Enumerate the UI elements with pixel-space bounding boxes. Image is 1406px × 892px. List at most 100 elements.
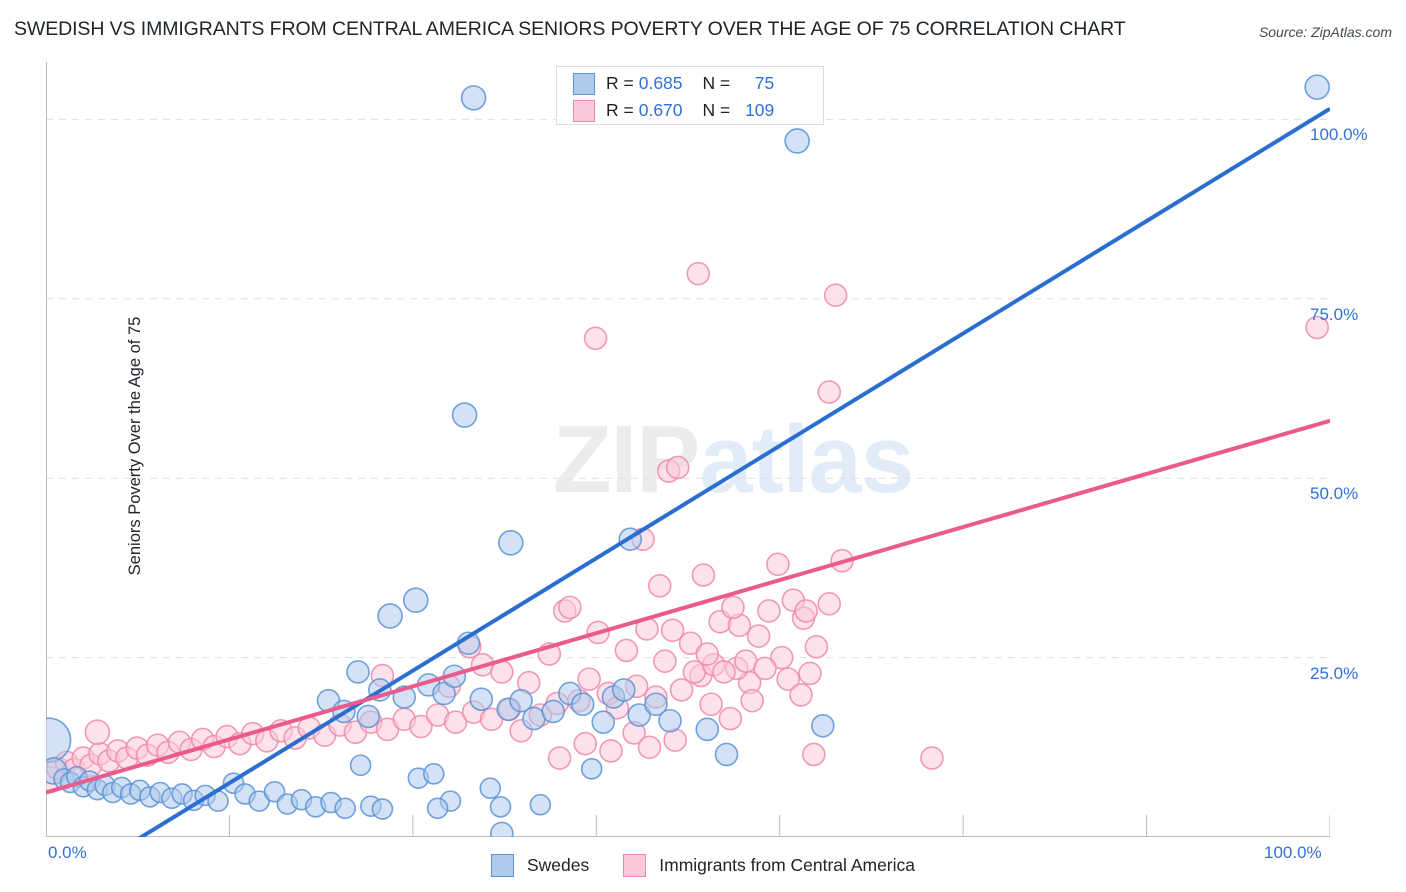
scatter-point: [611, 678, 636, 702]
scatter-point: [599, 739, 623, 763]
legend-swatch-pink-icon: [623, 853, 647, 877]
scatter-point: [647, 574, 672, 598]
trendline-immigrants: [46, 418, 1330, 795]
stats-n-label-2: N =: [702, 100, 731, 120]
scatter-point: [695, 717, 720, 742]
legend-label-swedes: Swedes: [526, 854, 590, 875]
scatter-point: [653, 649, 677, 673]
scatter-point: [334, 797, 356, 820]
scatter-point: [804, 635, 829, 659]
scatter-point: [691, 563, 716, 587]
y-tick-label: 75.0%: [1310, 304, 1359, 324]
scatter-point: [776, 667, 800, 691]
scatter-point: [479, 777, 502, 800]
scatter-point: [541, 699, 565, 724]
scatter-point: [678, 631, 703, 656]
scatter-point: [509, 688, 533, 713]
scatter-point: [699, 692, 723, 717]
scatter-point: [443, 710, 468, 734]
legend-label-immigrants: Immigrants from Central America: [659, 854, 916, 875]
page-title: SWEDISH VS IMMIGRANTS FROM CENTRAL AMERI…: [14, 18, 1126, 40]
scatter-point: [817, 380, 842, 404]
scatter-point: [498, 529, 524, 556]
scatter-point: [644, 692, 668, 717]
scatter-point: [451, 402, 478, 428]
scatter-point: [811, 713, 835, 738]
scatter-point: [529, 793, 552, 816]
y-tick-label: 50.0%: [1310, 484, 1359, 504]
scatter-point: [614, 638, 639, 663]
series-points-swedes: [46, 74, 1330, 837]
stats-n-value-2: 109: [745, 100, 775, 120]
scatter-point: [460, 85, 487, 111]
swatch-blue-icon: [573, 72, 595, 95]
legend-item-swedes[interactable]: Swedes: [490, 853, 590, 877]
stats-n-label-1: N =: [702, 73, 731, 93]
scatter-point: [570, 692, 595, 717]
scatter-point: [769, 645, 794, 670]
scatter-point: [712, 660, 736, 684]
plot-area: [46, 62, 1330, 837]
scatter-point: [409, 714, 433, 739]
scatter-point: [753, 656, 777, 681]
scatter-point: [402, 587, 429, 613]
scatter-point: [789, 683, 813, 707]
scatter-point: [817, 591, 842, 616]
scatter-point: [573, 731, 598, 756]
x-tick-label-min: 0.0%: [48, 843, 87, 862]
scatter-point: [577, 667, 601, 691]
scatter-point: [665, 455, 690, 480]
scatter-point: [490, 821, 514, 837]
series-legend: Swedes Immigrants from Central America: [0, 845, 1406, 885]
scatter-point: [695, 642, 720, 666]
scatter-point: [746, 624, 771, 648]
scatter-svg: [46, 62, 1330, 837]
scatter-point: [356, 704, 381, 729]
scatter-point: [718, 706, 743, 731]
scatter-point: [371, 798, 394, 820]
scatter-point: [686, 261, 711, 286]
scatter-point: [583, 326, 608, 351]
stats-r-label-2: R =: [606, 100, 634, 120]
scatter-point: [547, 746, 572, 770]
scatter-point: [432, 681, 456, 706]
scatter-point: [1304, 74, 1330, 100]
scatter-point: [784, 128, 810, 154]
scatter-point: [349, 754, 372, 777]
scatter-point: [1305, 315, 1329, 340]
scatter-point: [660, 618, 685, 643]
correlation-stats-box: R = 0.685 N = 75 R = 0.670 N = 109: [556, 66, 824, 125]
scatter-point: [469, 687, 494, 712]
series-points-immigrants: [46, 261, 1329, 794]
scatter-point: [658, 708, 682, 733]
source-label: Source: ZipAtlas.com: [1258, 24, 1392, 40]
scatter-point: [580, 758, 603, 780]
scatter-point: [802, 742, 826, 767]
legend-swatch-blue-icon: [490, 853, 514, 877]
scatter-point: [757, 599, 781, 623]
stats-row-swedes: R = 0.685 N = 75: [573, 69, 774, 98]
legend-item-immigrants[interactable]: Immigrants from Central America: [623, 853, 916, 877]
scatter-point: [426, 797, 449, 820]
scatter-point: [489, 796, 512, 818]
swatch-pink-icon: [573, 99, 595, 122]
stats-r-value-2: 0.670: [638, 100, 683, 120]
scatter-point: [663, 728, 687, 752]
scatter-point: [721, 595, 745, 620]
scatter-point: [627, 703, 652, 727]
scatter-point: [637, 735, 662, 760]
x-tick-label-max: 100.0%: [1264, 843, 1322, 862]
stats-r-value-1: 0.685: [638, 73, 683, 93]
scatter-point: [422, 763, 445, 785]
scatter-point: [377, 603, 403, 629]
scatter-point: [823, 283, 848, 308]
scatter-point: [798, 661, 822, 686]
stats-r-label-1: R =: [606, 73, 634, 93]
y-tick-label: 100.0%: [1310, 125, 1368, 145]
scatter-point: [714, 742, 739, 767]
scatter-point: [346, 660, 370, 684]
scatter-point: [740, 688, 765, 713]
trendline-swedes: [137, 106, 1330, 837]
scatter-point: [794, 599, 818, 623]
scatter-point: [920, 746, 944, 770]
